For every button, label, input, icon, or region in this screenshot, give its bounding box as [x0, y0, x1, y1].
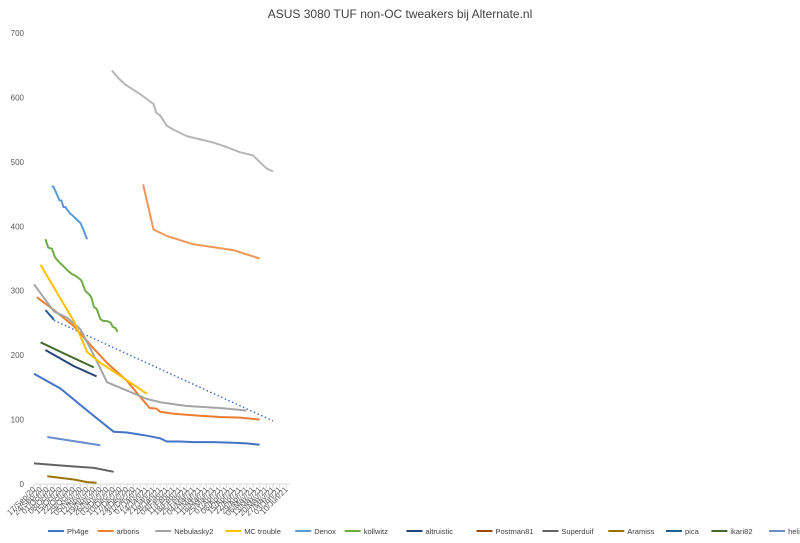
series-line-altruistic	[44, 349, 98, 378]
legend-label: altruistic	[426, 527, 454, 536]
y-tick-label: 300	[11, 287, 25, 296]
legend-label: Denox	[314, 527, 336, 536]
legend-item-ph4ge: Ph4ge	[48, 527, 89, 536]
legend-label: arboris	[117, 527, 140, 536]
y-tick-label: 100	[11, 416, 25, 425]
series-line-aramiss	[47, 475, 97, 484]
series-line-workaholic	[142, 184, 261, 260]
legend-item-arboris: arboris	[97, 527, 140, 536]
legend-label: Aramiss	[627, 527, 654, 536]
legend-label: Ph4ge	[67, 527, 89, 536]
trendline	[53, 319, 274, 422]
series-line-kollwitz	[44, 238, 119, 333]
legend-label: MC trouble	[244, 527, 281, 536]
y-tick-label: 500	[11, 158, 25, 167]
legend-item-denox: Denox	[295, 527, 336, 536]
plot-area: 010020030040050060070017/Sep/2024/Sep/20…	[5, 29, 291, 518]
legend: Ph4ge arboris Nebulasky2 MC trouble Denox kol…	[48, 527, 800, 536]
series-line-rogerwilco2	[111, 69, 274, 173]
legend-item-postman81: Postman81	[476, 527, 534, 536]
legend-label: Nebulasky2	[174, 527, 213, 536]
legend-item-mc-trouble: MC trouble	[225, 527, 281, 536]
y-tick-label: 200	[11, 351, 25, 360]
legend-item-pica: pica	[666, 527, 700, 536]
y-tick-label: 0	[20, 480, 25, 489]
series-line-arboris	[36, 296, 260, 421]
series-line-mc-trouble	[39, 264, 148, 395]
legend-label: heliosik	[788, 527, 800, 536]
legend-item-altruistic: altruistic	[406, 527, 454, 536]
legend-item-ikari82: ikari82	[711, 527, 752, 536]
y-tick-label: 700	[11, 29, 25, 38]
series-line-superduif	[33, 462, 114, 473]
legend-label: pica	[685, 527, 700, 536]
legend-label: ikari82	[730, 527, 752, 536]
legend-item-heliosik: heliosik	[769, 527, 800, 536]
series-line-ikari82	[40, 341, 95, 369]
series-line-denox	[51, 184, 89, 240]
legend-item-nebulasky2: Nebulasky2	[155, 527, 213, 536]
series-line-pica	[44, 309, 55, 321]
y-tick-label: 600	[11, 93, 25, 102]
chart-title: ASUS 3080 TUF non-OC tweakers bij Altern…	[268, 7, 533, 21]
legend-item-superduif: Superduif	[542, 527, 594, 536]
legend-label: Superduif	[561, 527, 594, 536]
legend-item-aramiss: Aramiss	[608, 527, 655, 536]
series-line-ph4ge	[33, 372, 260, 446]
legend-item-kollwitz: kollwitz	[344, 527, 388, 536]
y-tick-label: 400	[11, 222, 25, 231]
series-line-nebulasky2	[33, 283, 247, 412]
legend-label: kollwitz	[364, 527, 388, 536]
series-line-heliosik	[47, 436, 101, 447]
legend-label: Postman81	[496, 527, 534, 536]
